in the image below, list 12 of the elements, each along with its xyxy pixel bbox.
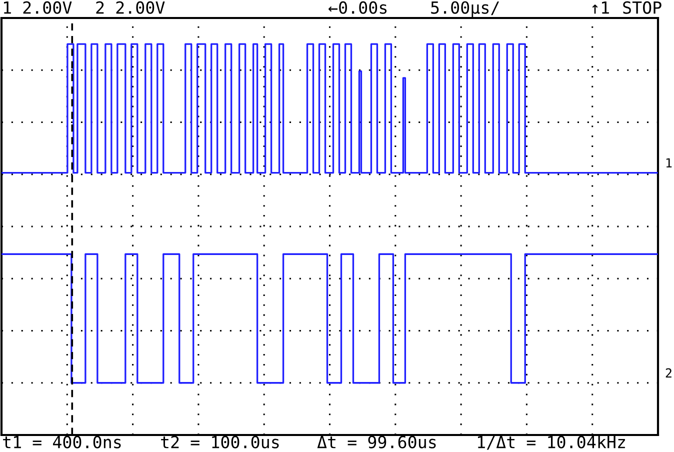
series-label: 1 xyxy=(666,158,672,168)
text: 2 2.00V xyxy=(96,1,165,14)
text: 5.00µs/ xyxy=(431,1,499,18)
text: 1/Δt = 10.04kHz xyxy=(478,435,625,450)
text: t1 = 400.0ns xyxy=(3,436,121,448)
text: STOP xyxy=(623,1,662,14)
text: 2 xyxy=(666,368,672,378)
text: t2 = 100.0us xyxy=(161,436,279,448)
text: ↑1 xyxy=(592,1,609,14)
text: ←0.00s xyxy=(328,1,387,14)
text: Δt = 99.60us xyxy=(317,436,436,448)
text: 1 2.00V xyxy=(4,1,72,14)
